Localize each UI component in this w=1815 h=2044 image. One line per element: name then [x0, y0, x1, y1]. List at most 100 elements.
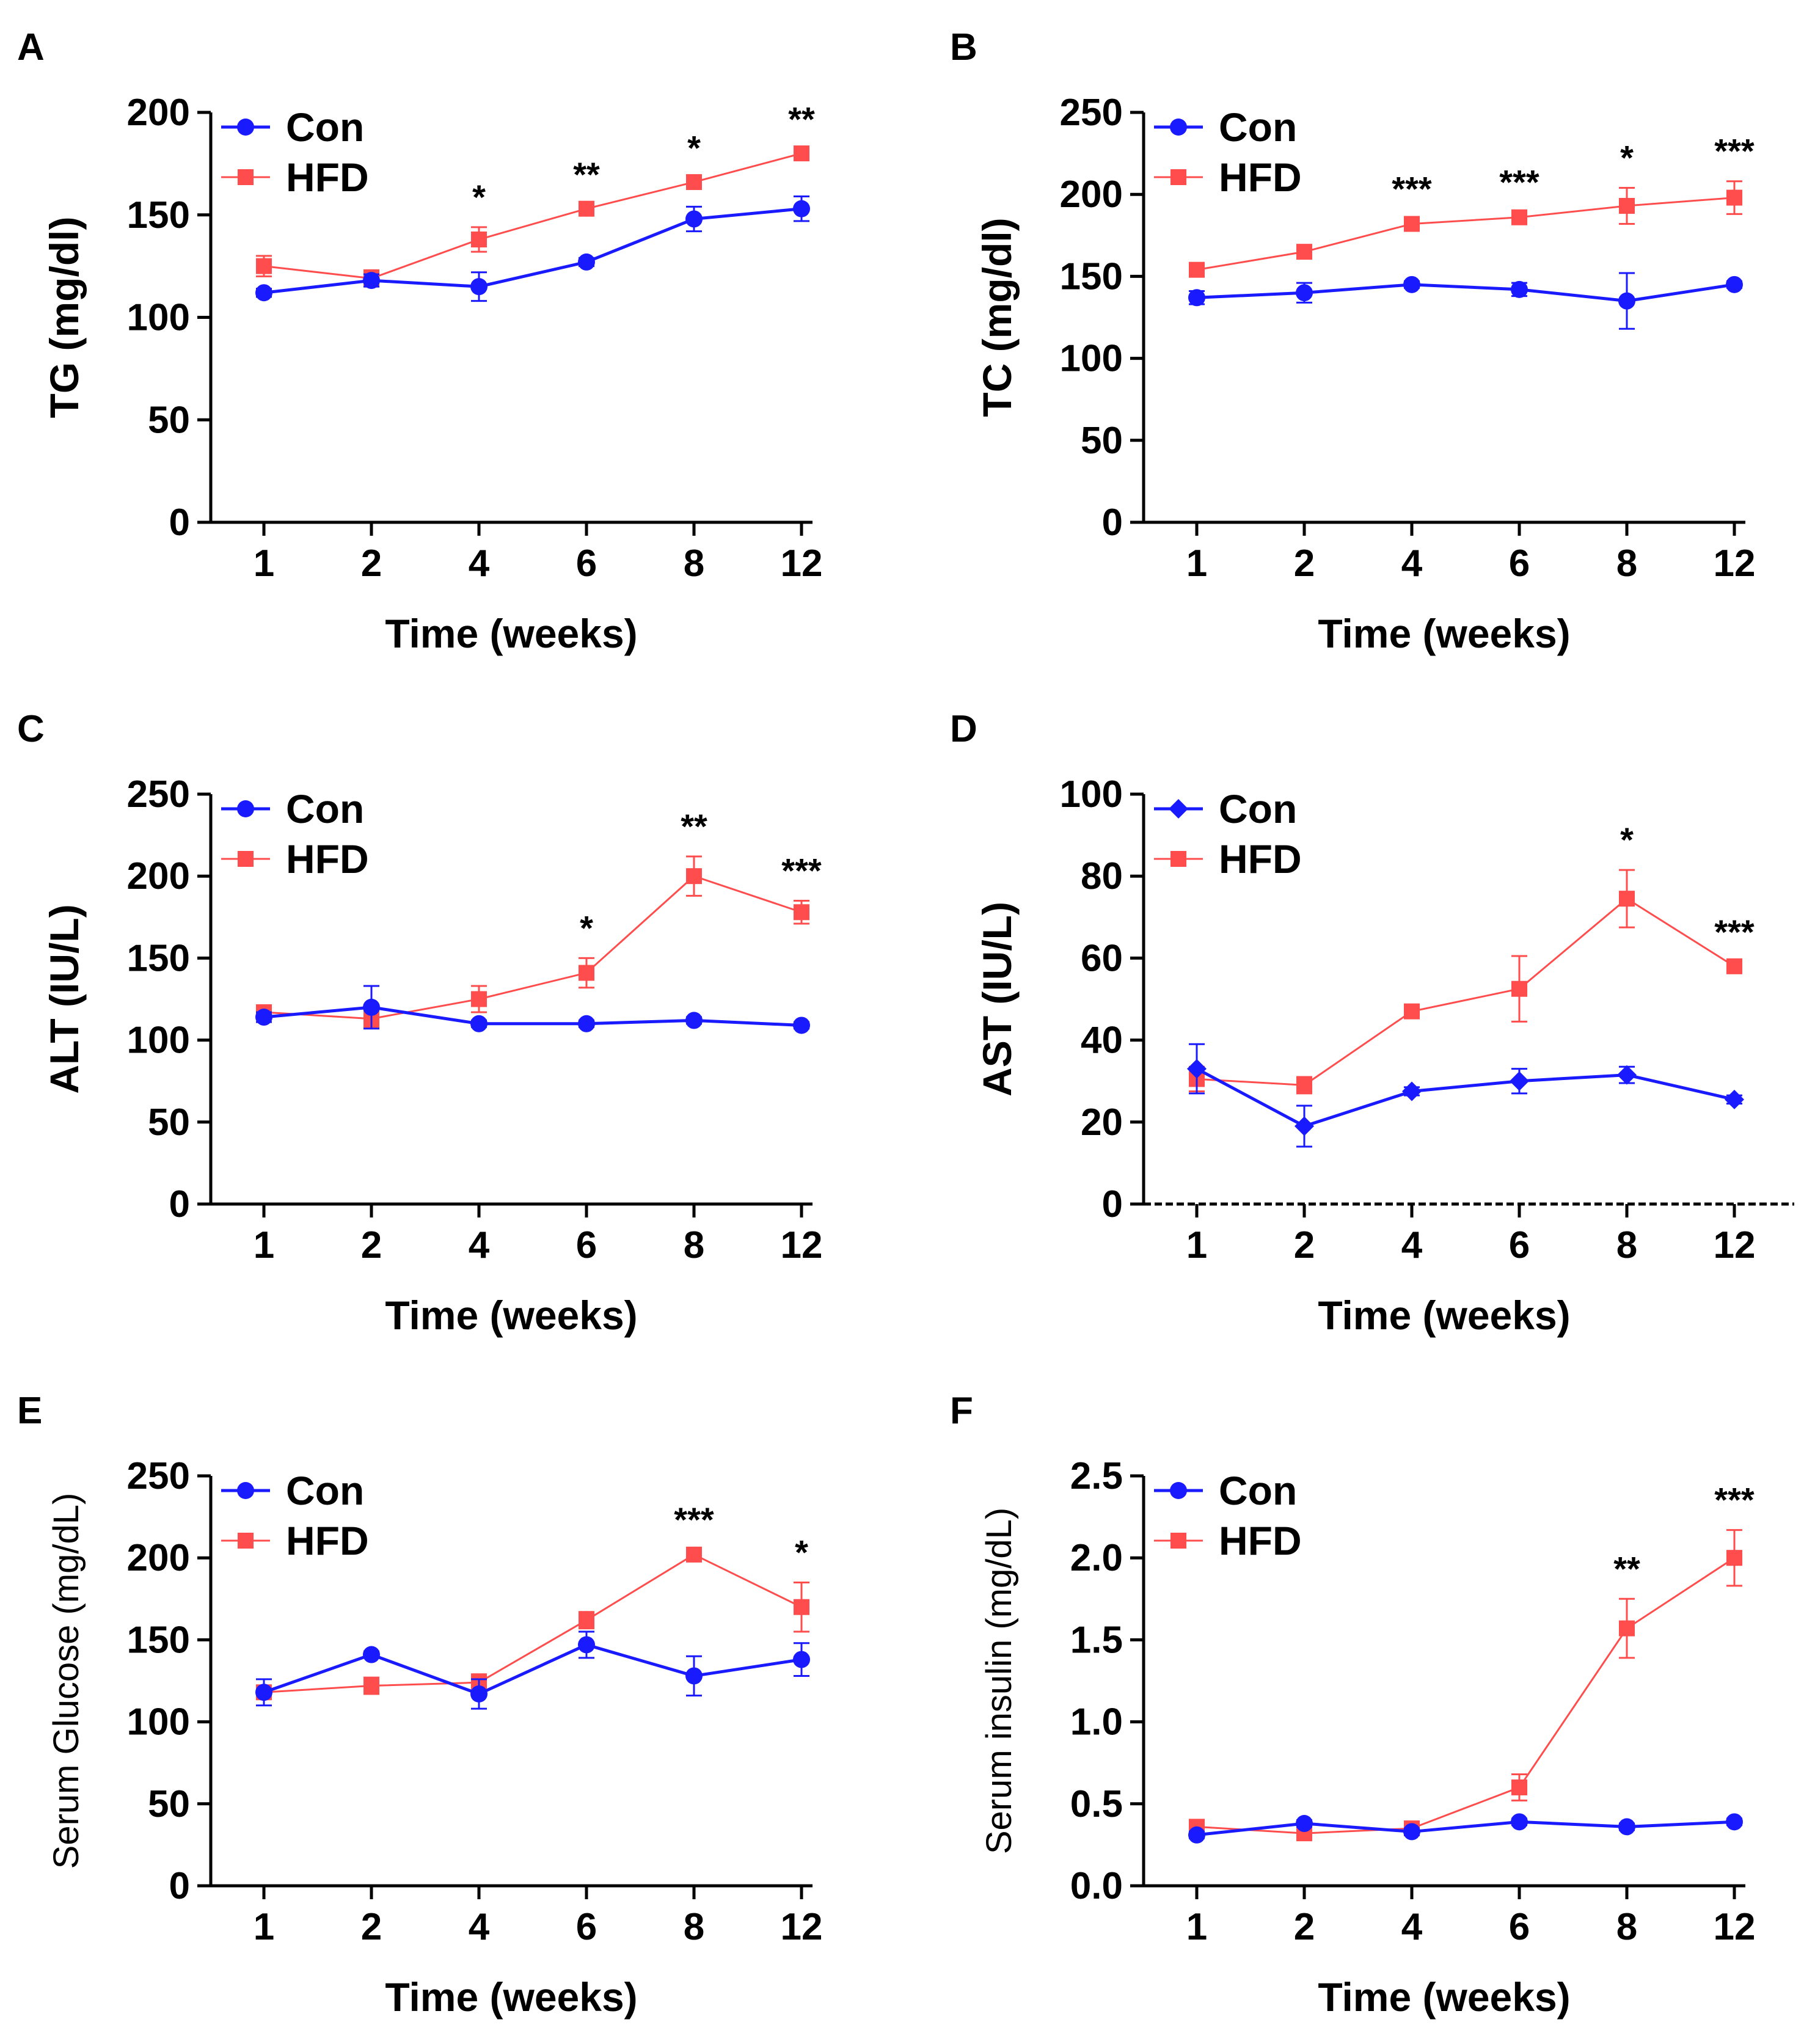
y-tick-label: 2.0 [1070, 1537, 1123, 1579]
legend-marker [238, 1533, 254, 1549]
data-point-con [793, 1017, 810, 1034]
significance-mark: * [795, 1533, 808, 1571]
data-point-con [1510, 1071, 1529, 1091]
y-axis-title: TC (mg/dl) [974, 217, 1020, 417]
data-point-con [578, 1636, 595, 1654]
data-point-con [793, 200, 810, 217]
data-point-con [1295, 1116, 1314, 1136]
significance-mark: *** [1714, 1481, 1755, 1519]
data-point-hfd [1296, 244, 1312, 260]
x-axis-title: Time (weeks) [385, 611, 637, 656]
y-tick-label: 20 [1081, 1101, 1123, 1144]
significance-mark: *** [1499, 163, 1539, 202]
legend-marker [1169, 799, 1188, 819]
y-tick-label: 150 [1060, 255, 1123, 297]
data-point-con [1296, 284, 1313, 302]
data-point-hfd [1404, 1003, 1420, 1020]
data-point-hfd [794, 904, 809, 921]
x-axis-title: Time (weeks) [1318, 1974, 1570, 2020]
x-tick-label: 8 [1616, 1224, 1637, 1266]
data-point-hfd [1511, 1779, 1527, 1795]
y-tick-label: 250 [127, 1455, 190, 1497]
data-point-con [685, 1012, 703, 1029]
data-point-con [793, 1651, 810, 1668]
x-tick-label: 6 [576, 1906, 597, 1948]
y-axis-title: Serum Glucose (mg/dL) [46, 1493, 86, 1869]
significance-mark: *** [1714, 913, 1755, 951]
legend-marker [1170, 1533, 1186, 1549]
legend-item-con: Con [1154, 104, 1297, 150]
series-hfd [1189, 869, 1742, 1095]
data-point-hfd [579, 200, 594, 217]
legend-label: HFD [1219, 155, 1302, 200]
series-hfd [256, 1546, 809, 1701]
panel-letter: E [17, 1390, 42, 1432]
y-axis-title: Serum insulin (mg/dL) [979, 1508, 1019, 1854]
data-point-hfd [579, 1612, 594, 1629]
significance-mark: ** [1613, 1549, 1640, 1588]
data-point-con [1402, 1081, 1422, 1101]
series-con [1188, 272, 1743, 330]
significance-mark: * [472, 178, 486, 216]
data-point-con [255, 1009, 272, 1026]
legend-label: Con [286, 1468, 364, 1513]
panel-letter: D [950, 708, 977, 750]
series-line-hfd [1196, 897, 1735, 1086]
data-point-hfd [686, 1546, 702, 1563]
data-point-hfd [1189, 261, 1205, 278]
y-tick-label: 250 [127, 773, 190, 816]
data-point-hfd [1511, 980, 1527, 997]
y-tick-label: 50 [148, 1783, 190, 1825]
y-tick-label: 1.0 [1070, 1701, 1123, 1743]
data-point-hfd [471, 232, 487, 248]
y-tick-label: 2.5 [1070, 1455, 1123, 1497]
legend-marker [1170, 119, 1187, 136]
x-tick-label: 8 [684, 1224, 704, 1266]
data-point-hfd [1726, 958, 1742, 974]
data-point-con [1511, 280, 1528, 298]
significance-mark: ** [788, 100, 815, 138]
legend-item-hfd: HFD [221, 836, 369, 881]
y-tick-label: 200 [127, 855, 190, 897]
series-line-con [1196, 1067, 1735, 1128]
x-tick-label: 12 [1714, 542, 1756, 585]
x-tick-label: 6 [1509, 542, 1530, 585]
significance-mark: *** [781, 851, 822, 889]
y-tick-label: 250 [1060, 92, 1123, 134]
legend-label: Con [286, 786, 364, 831]
series-con [255, 985, 810, 1034]
legend-marker [237, 119, 254, 136]
series-hfd [256, 855, 809, 1028]
data-point-hfd [1296, 1077, 1312, 1093]
y-tick-label: 150 [127, 1619, 190, 1661]
x-tick-label: 1 [254, 1906, 274, 1948]
legend-marker [238, 851, 254, 867]
data-point-con [1511, 1813, 1528, 1831]
data-point-hfd [1619, 197, 1635, 214]
y-tick-label: 0 [1102, 1183, 1123, 1225]
y-tick-label: 50 [148, 1101, 190, 1144]
panel-letter: F [950, 1390, 973, 1432]
legend-marker [238, 169, 254, 185]
y-tick-label: 0 [1102, 502, 1123, 544]
legend-item-hfd: HFD [221, 1518, 369, 1563]
y-tick-label: 0.0 [1070, 1865, 1123, 1907]
significance-mark: * [687, 128, 701, 167]
data-point-con [1726, 1813, 1743, 1831]
y-tick-label: 50 [148, 399, 190, 441]
significance-mark: ** [681, 807, 707, 845]
data-point-con [1188, 289, 1205, 307]
x-tick-label: 12 [1714, 1224, 1756, 1266]
legend-marker [1170, 851, 1186, 867]
series-con [255, 1630, 810, 1710]
data-point-hfd [794, 1599, 809, 1615]
panel-letter: B [950, 26, 977, 68]
y-tick-label: 0.5 [1070, 1783, 1123, 1825]
data-point-con [1618, 292, 1635, 310]
series-line-con [1196, 1820, 1735, 1837]
